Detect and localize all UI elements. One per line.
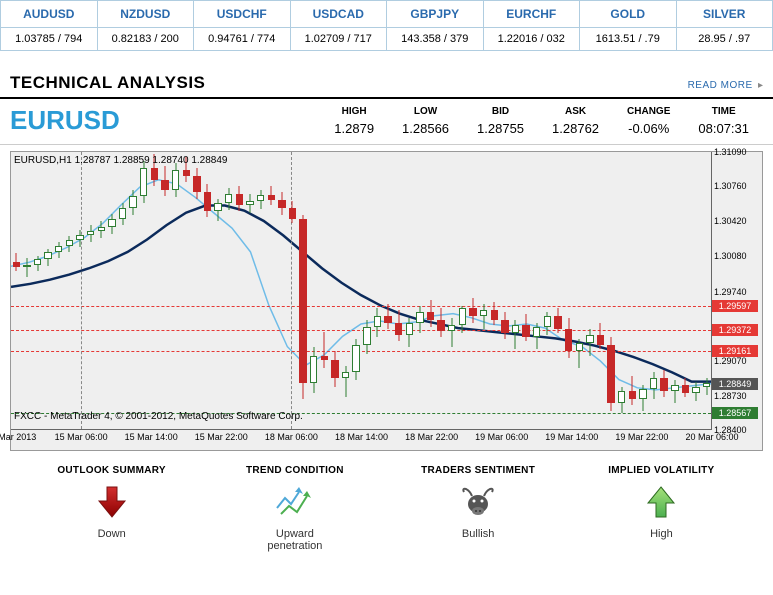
pair-quote: 0.94761 / 774 <box>194 28 290 50</box>
chart-ohlc-label: EURUSD,H1 1.28787 1.28859 1.28740 1.2884… <box>14 155 228 166</box>
pair-cell[interactable]: USDCAD1.02709 / 717 <box>291 1 388 50</box>
currency-pair-table: AUDUSD1.03785 / 794NZDUSD0.82183 / 200US… <box>0 0 773 51</box>
trend-icon <box>220 484 370 520</box>
pair-symbol: SILVER <box>677 1 773 28</box>
chart-vline <box>81 152 82 429</box>
indicator-label: High <box>586 528 736 540</box>
price-level-box: 1.29372 <box>712 324 758 336</box>
pair-cell[interactable]: GBPJPY143.358 / 379 <box>387 1 484 50</box>
chart-hline <box>11 306 711 307</box>
indicator-title: TREND CONDITION <box>220 465 370 476</box>
indicator-card: IMPLIED VOLATILITY High <box>586 465 736 552</box>
chart-credit-label: FXCC - MetaTrader 4, © 2001-2012, MetaQu… <box>14 411 303 422</box>
quote-value: 1.28566 <box>402 121 449 136</box>
pair-cell[interactable]: USDCHF0.94761 / 774 <box>194 1 291 50</box>
quote-bar: EURUSD HIGH 1.2879 LOW 1.28566 BID 1.28755 ASK… <box>0 99 773 145</box>
x-tick-label: 15 Mar 06:00 <box>55 432 108 442</box>
indicator-row: OUTLOOK SUMMARY Down TREND CONDITION Upward… <box>0 451 773 562</box>
x-tick-label: 15 Mar 22:00 <box>195 432 248 442</box>
x-tick-label: 19 Mar 14:00 <box>545 432 598 442</box>
pair-symbol: USDCAD <box>291 1 387 28</box>
x-tick-label: 18 Mar 22:00 <box>405 432 458 442</box>
indicator-title: TRADERS SENTIMENT <box>403 465 553 476</box>
chart-hline <box>11 351 711 352</box>
y-tick-label: 1.31090 <box>714 147 747 157</box>
pair-quote: 1.22016 / 032 <box>484 28 580 50</box>
bull-icon <box>403 484 553 520</box>
y-tick-label: 1.30080 <box>714 251 747 261</box>
chart-y-axis: 1.310901.307601.304201.300801.297401.290… <box>712 152 762 430</box>
section-title: TECHNICAL ANALYSIS <box>10 73 205 93</box>
price-level-box: 1.29597 <box>712 300 758 312</box>
x-tick-label: 18 Mar 06:00 <box>265 432 318 442</box>
quote-column: CHANGE -0.06% <box>613 106 684 136</box>
pair-symbol: EURCHF <box>484 1 580 28</box>
section-header: TECHNICAL ANALYSIS READ MORE ▸ <box>0 73 773 99</box>
pair-cell[interactable]: GOLD1613.51 / .79 <box>580 1 677 50</box>
indicator-card: OUTLOOK SUMMARY Down <box>37 465 187 552</box>
quote-label: TIME <box>698 106 749 117</box>
price-level-box: 1.29161 <box>712 345 758 357</box>
arrow-down-icon <box>37 484 187 520</box>
pair-symbol: GOLD <box>580 1 676 28</box>
indicator-label: Upwardpenetration <box>220 528 370 552</box>
pair-symbol: GBPJPY <box>387 1 483 28</box>
pair-symbol: AUDUSD <box>1 1 97 28</box>
price-level-box: 1.28567 <box>712 407 758 419</box>
indicator-title: OUTLOOK SUMMARY <box>37 465 187 476</box>
pair-cell[interactable]: AUDUSD1.03785 / 794 <box>1 1 98 50</box>
pair-cell[interactable]: SILVER28.95 / .97 <box>677 1 773 50</box>
chart-x-axis: 14 Mar 201315 Mar 06:0015 Mar 14:0015 Ma… <box>11 432 712 448</box>
quote-label: ASK <box>552 106 599 117</box>
quote-symbol: EURUSD <box>10 105 120 136</box>
indicator-card: TREND CONDITION Upwardpenetration <box>220 465 370 552</box>
chart-hline <box>11 330 711 331</box>
read-more-label: READ MORE <box>688 80 753 91</box>
indicator-label: Down <box>37 528 187 540</box>
pair-symbol: NZDUSD <box>98 1 194 28</box>
y-tick-label: 1.28730 <box>714 391 747 401</box>
quote-value: 08:07:31 <box>698 121 749 136</box>
pair-quote: 1.02709 / 717 <box>291 28 387 50</box>
quote-column: ASK 1.28762 <box>538 106 613 136</box>
pair-quote: 1613.51 / .79 <box>580 28 676 50</box>
quote-column: LOW 1.28566 <box>388 106 463 136</box>
quote-value: 1.28755 <box>477 121 524 136</box>
arrow-up-icon <box>586 484 736 520</box>
chevron-right-icon: ▸ <box>758 80 763 91</box>
indicator-card: TRADERS SENTIMENT Bullish <box>403 465 553 552</box>
quote-column: BID 1.28755 <box>463 106 538 136</box>
y-tick-label: 1.29740 <box>714 287 747 297</box>
pair-quote: 0.82183 / 200 <box>98 28 194 50</box>
pair-quote: 28.95 / .97 <box>677 28 773 50</box>
x-tick-label: 19 Mar 22:00 <box>615 432 668 442</box>
x-tick-label: 20 Mar 06:00 <box>685 432 738 442</box>
quote-value: 1.2879 <box>334 121 374 136</box>
pair-symbol: USDCHF <box>194 1 290 28</box>
quote-label: HIGH <box>334 106 374 117</box>
pair-quote: 143.358 / 379 <box>387 28 483 50</box>
quote-value: 1.28762 <box>552 121 599 136</box>
read-more-link[interactable]: READ MORE ▸ <box>688 77 763 91</box>
quote-label: LOW <box>402 106 449 117</box>
indicator-label: Bullish <box>403 528 553 540</box>
x-tick-label: 15 Mar 14:00 <box>125 432 178 442</box>
x-tick-label: 19 Mar 06:00 <box>475 432 528 442</box>
x-tick-label: 14 Mar 2013 <box>0 432 36 442</box>
quote-label: CHANGE <box>627 106 670 117</box>
price-chart[interactable]: EURUSD,H1 1.28787 1.28859 1.28740 1.2884… <box>10 151 763 451</box>
y-tick-label: 1.30760 <box>714 181 747 191</box>
y-tick-label: 1.30420 <box>714 216 747 226</box>
quote-label: BID <box>477 106 524 117</box>
quote-column: TIME 08:07:31 <box>684 106 763 136</box>
pair-cell[interactable]: EURCHF1.22016 / 032 <box>484 1 581 50</box>
price-level-box: 1.28849 <box>712 378 758 390</box>
chart-vline <box>291 152 292 429</box>
pair-quote: 1.03785 / 794 <box>1 28 97 50</box>
quote-column: HIGH 1.2879 <box>320 106 388 136</box>
indicator-title: IMPLIED VOLATILITY <box>586 465 736 476</box>
x-tick-label: 18 Mar 14:00 <box>335 432 388 442</box>
pair-cell[interactable]: NZDUSD0.82183 / 200 <box>98 1 195 50</box>
quote-value: -0.06% <box>627 121 670 136</box>
